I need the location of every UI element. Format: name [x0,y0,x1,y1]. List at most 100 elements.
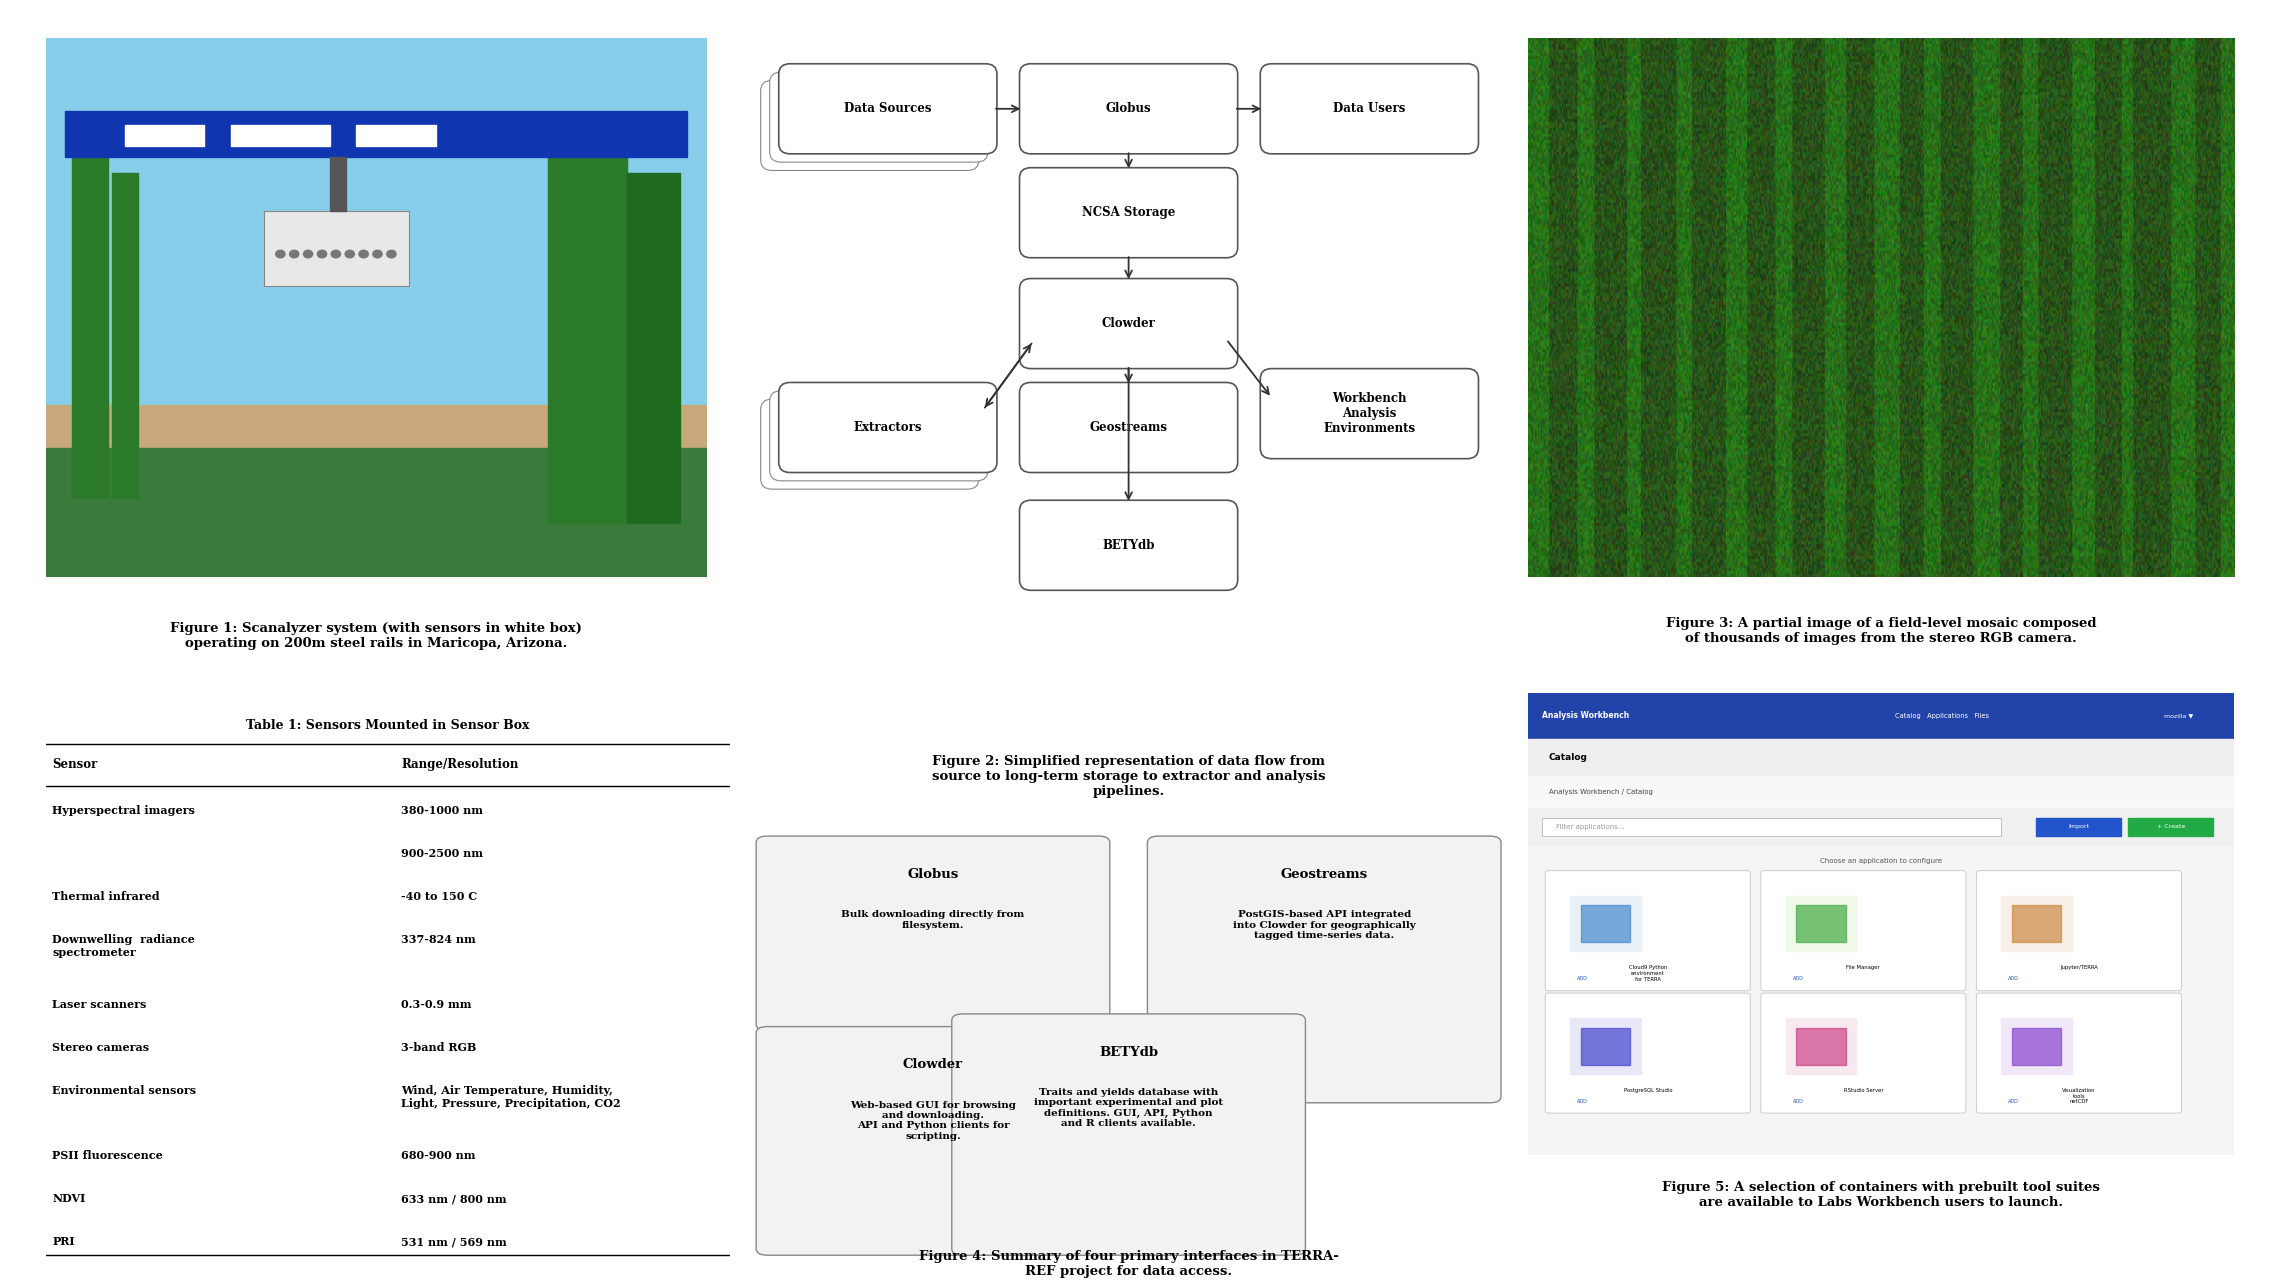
Bar [66,112,686,157]
FancyBboxPatch shape [1977,993,2182,1114]
Text: ADD: ADD [1792,1100,1803,1103]
Text: 633 nm / 800 nm: 633 nm / 800 nm [401,1193,506,1205]
Circle shape [388,250,397,258]
Text: PostGIS-based API integrated
into Clowder for geographically
tagged time-series : PostGIS-based API integrated into Clowde… [1233,910,1416,940]
FancyBboxPatch shape [780,382,996,472]
Bar [2036,817,2120,837]
Text: Extractors: Extractors [853,421,921,434]
Text: PRI: PRI [52,1237,75,1247]
Text: Cloud9 Python
environment
for TERRA: Cloud9 Python environment for TERRA [1628,965,1667,981]
Text: Catalog   Applications   Files: Catalog Applications Files [1895,713,1988,718]
FancyBboxPatch shape [951,1014,1306,1255]
Text: 380-1000 nm: 380-1000 nm [401,804,483,816]
Text: Traits and yields database with
important experimental and plot
definitions. GUI: Traits and yields database with importan… [1035,1088,1222,1128]
Bar [356,124,435,146]
Text: NCSA Storage: NCSA Storage [1083,207,1174,219]
FancyBboxPatch shape [1261,368,1477,459]
Text: Stereo cameras: Stereo cameras [52,1042,150,1053]
Text: Figure 3: A partial image of a field-level mosaic composed
of thousands of image: Figure 3: A partial image of a field-lev… [1667,617,2095,644]
FancyBboxPatch shape [1147,837,1500,1103]
Text: 0.3-0.9 mm: 0.3-0.9 mm [401,999,472,1010]
Text: Environmental sensors: Environmental sensors [52,1085,196,1096]
Text: + Create: + Create [2157,824,2184,829]
FancyBboxPatch shape [1760,871,1965,990]
Text: -40 to 150 C: -40 to 150 C [401,890,477,902]
Text: Jupyter/TERRA: Jupyter/TERRA [2059,965,2098,970]
Text: Table 1: Sensors Mounted in Sensor Box: Table 1: Sensors Mounted in Sensor Box [246,720,529,733]
Text: Figure 2: Simplified representation of data flow from
source to long-term storag: Figure 2: Simplified representation of d… [933,754,1325,798]
Text: 3-band RGB: 3-band RGB [401,1042,477,1053]
Text: Data Users: Data Users [1334,103,1404,115]
Text: ADD: ADD [2009,1100,2020,1103]
Text: ADD: ADD [1578,976,1587,981]
FancyBboxPatch shape [1546,993,1751,1114]
Bar [73,119,109,497]
Bar [1528,693,2234,739]
Text: Clowder: Clowder [903,1058,962,1071]
Circle shape [303,250,312,258]
Text: ADD: ADD [1792,976,1803,981]
Bar [230,124,331,146]
Bar [1785,896,1856,952]
FancyBboxPatch shape [1760,993,1965,1114]
Bar [547,119,627,523]
Text: Geostreams: Geostreams [1090,421,1167,434]
FancyBboxPatch shape [757,837,1110,1030]
FancyBboxPatch shape [757,1026,1110,1255]
Bar [1785,1019,1856,1074]
Text: BETYdb: BETYdb [1099,1046,1158,1058]
FancyBboxPatch shape [1019,278,1238,368]
Text: Catalog: Catalog [1548,753,1587,762]
Text: Figure 1: Scanalyzer system (with sensors in white box)
operating on 200m steel : Figure 1: Scanalyzer system (with sensor… [171,622,581,650]
FancyBboxPatch shape [1019,382,1238,472]
Bar [331,157,347,210]
FancyBboxPatch shape [762,81,978,171]
Circle shape [290,250,299,258]
FancyBboxPatch shape [1977,871,2182,990]
Bar [1580,906,1630,942]
Bar [125,124,205,146]
Bar [1797,1028,1847,1065]
Circle shape [331,250,340,258]
Text: Web-based GUI for browsing
and downloading.
API and Python clients for
scripting: Web-based GUI for browsing and downloadi… [850,1101,1017,1141]
Text: mozilla ▼: mozilla ▼ [2164,713,2193,718]
Bar [1528,739,2234,776]
Bar [1797,906,1847,942]
FancyBboxPatch shape [1261,64,1477,154]
Text: Laser scanners: Laser scanners [52,999,146,1010]
Bar [46,405,707,470]
Text: Range/Resolution: Range/Resolution [401,758,518,771]
Circle shape [344,250,353,258]
Text: Figure 5: A selection of containers with prebuilt tool suites
are available to L: Figure 5: A selection of containers with… [1662,1182,2100,1209]
Bar [46,38,707,443]
FancyBboxPatch shape [1019,500,1238,590]
Bar [1528,808,2234,845]
Text: Workbench
Analysis
Environments: Workbench Analysis Environments [1322,393,1416,435]
Text: 900-2500 nm: 900-2500 nm [401,848,483,860]
Text: RStudio Server: RStudio Server [1845,1088,1883,1093]
Bar [46,448,707,577]
Text: BETYdb: BETYdb [1101,539,1156,552]
Circle shape [374,250,383,258]
Text: Sensor: Sensor [52,758,98,771]
Bar [1580,1028,1630,1065]
Text: Filter applications...: Filter applications... [1555,824,1623,830]
Text: Thermal infrared: Thermal infrared [52,890,160,902]
Text: ADD: ADD [1578,1100,1587,1103]
Text: Figure 4: Summary of four primary interfaces in TERRA-
REF project for data acce: Figure 4: Summary of four primary interf… [919,1250,1338,1278]
Bar [2002,1019,2073,1074]
Text: Visualization
tools
netCDF: Visualization tools netCDF [2061,1088,2095,1105]
Text: Bulk downloading directly from
filesystem.: Bulk downloading directly from filesyste… [841,910,1024,930]
Bar [1541,817,2002,837]
Bar [112,173,139,497]
FancyBboxPatch shape [771,72,987,162]
FancyBboxPatch shape [1019,64,1238,154]
Text: Clowder: Clowder [1101,317,1156,330]
Text: ADD: ADD [2009,976,2020,981]
Text: File Manager: File Manager [1847,965,1881,970]
Text: 337-824 nm: 337-824 nm [401,934,477,946]
Bar [2130,817,2214,837]
Text: 531 nm / 569 nm: 531 nm / 569 nm [401,1237,506,1247]
FancyBboxPatch shape [1019,168,1238,258]
Text: Import: Import [2068,824,2088,829]
